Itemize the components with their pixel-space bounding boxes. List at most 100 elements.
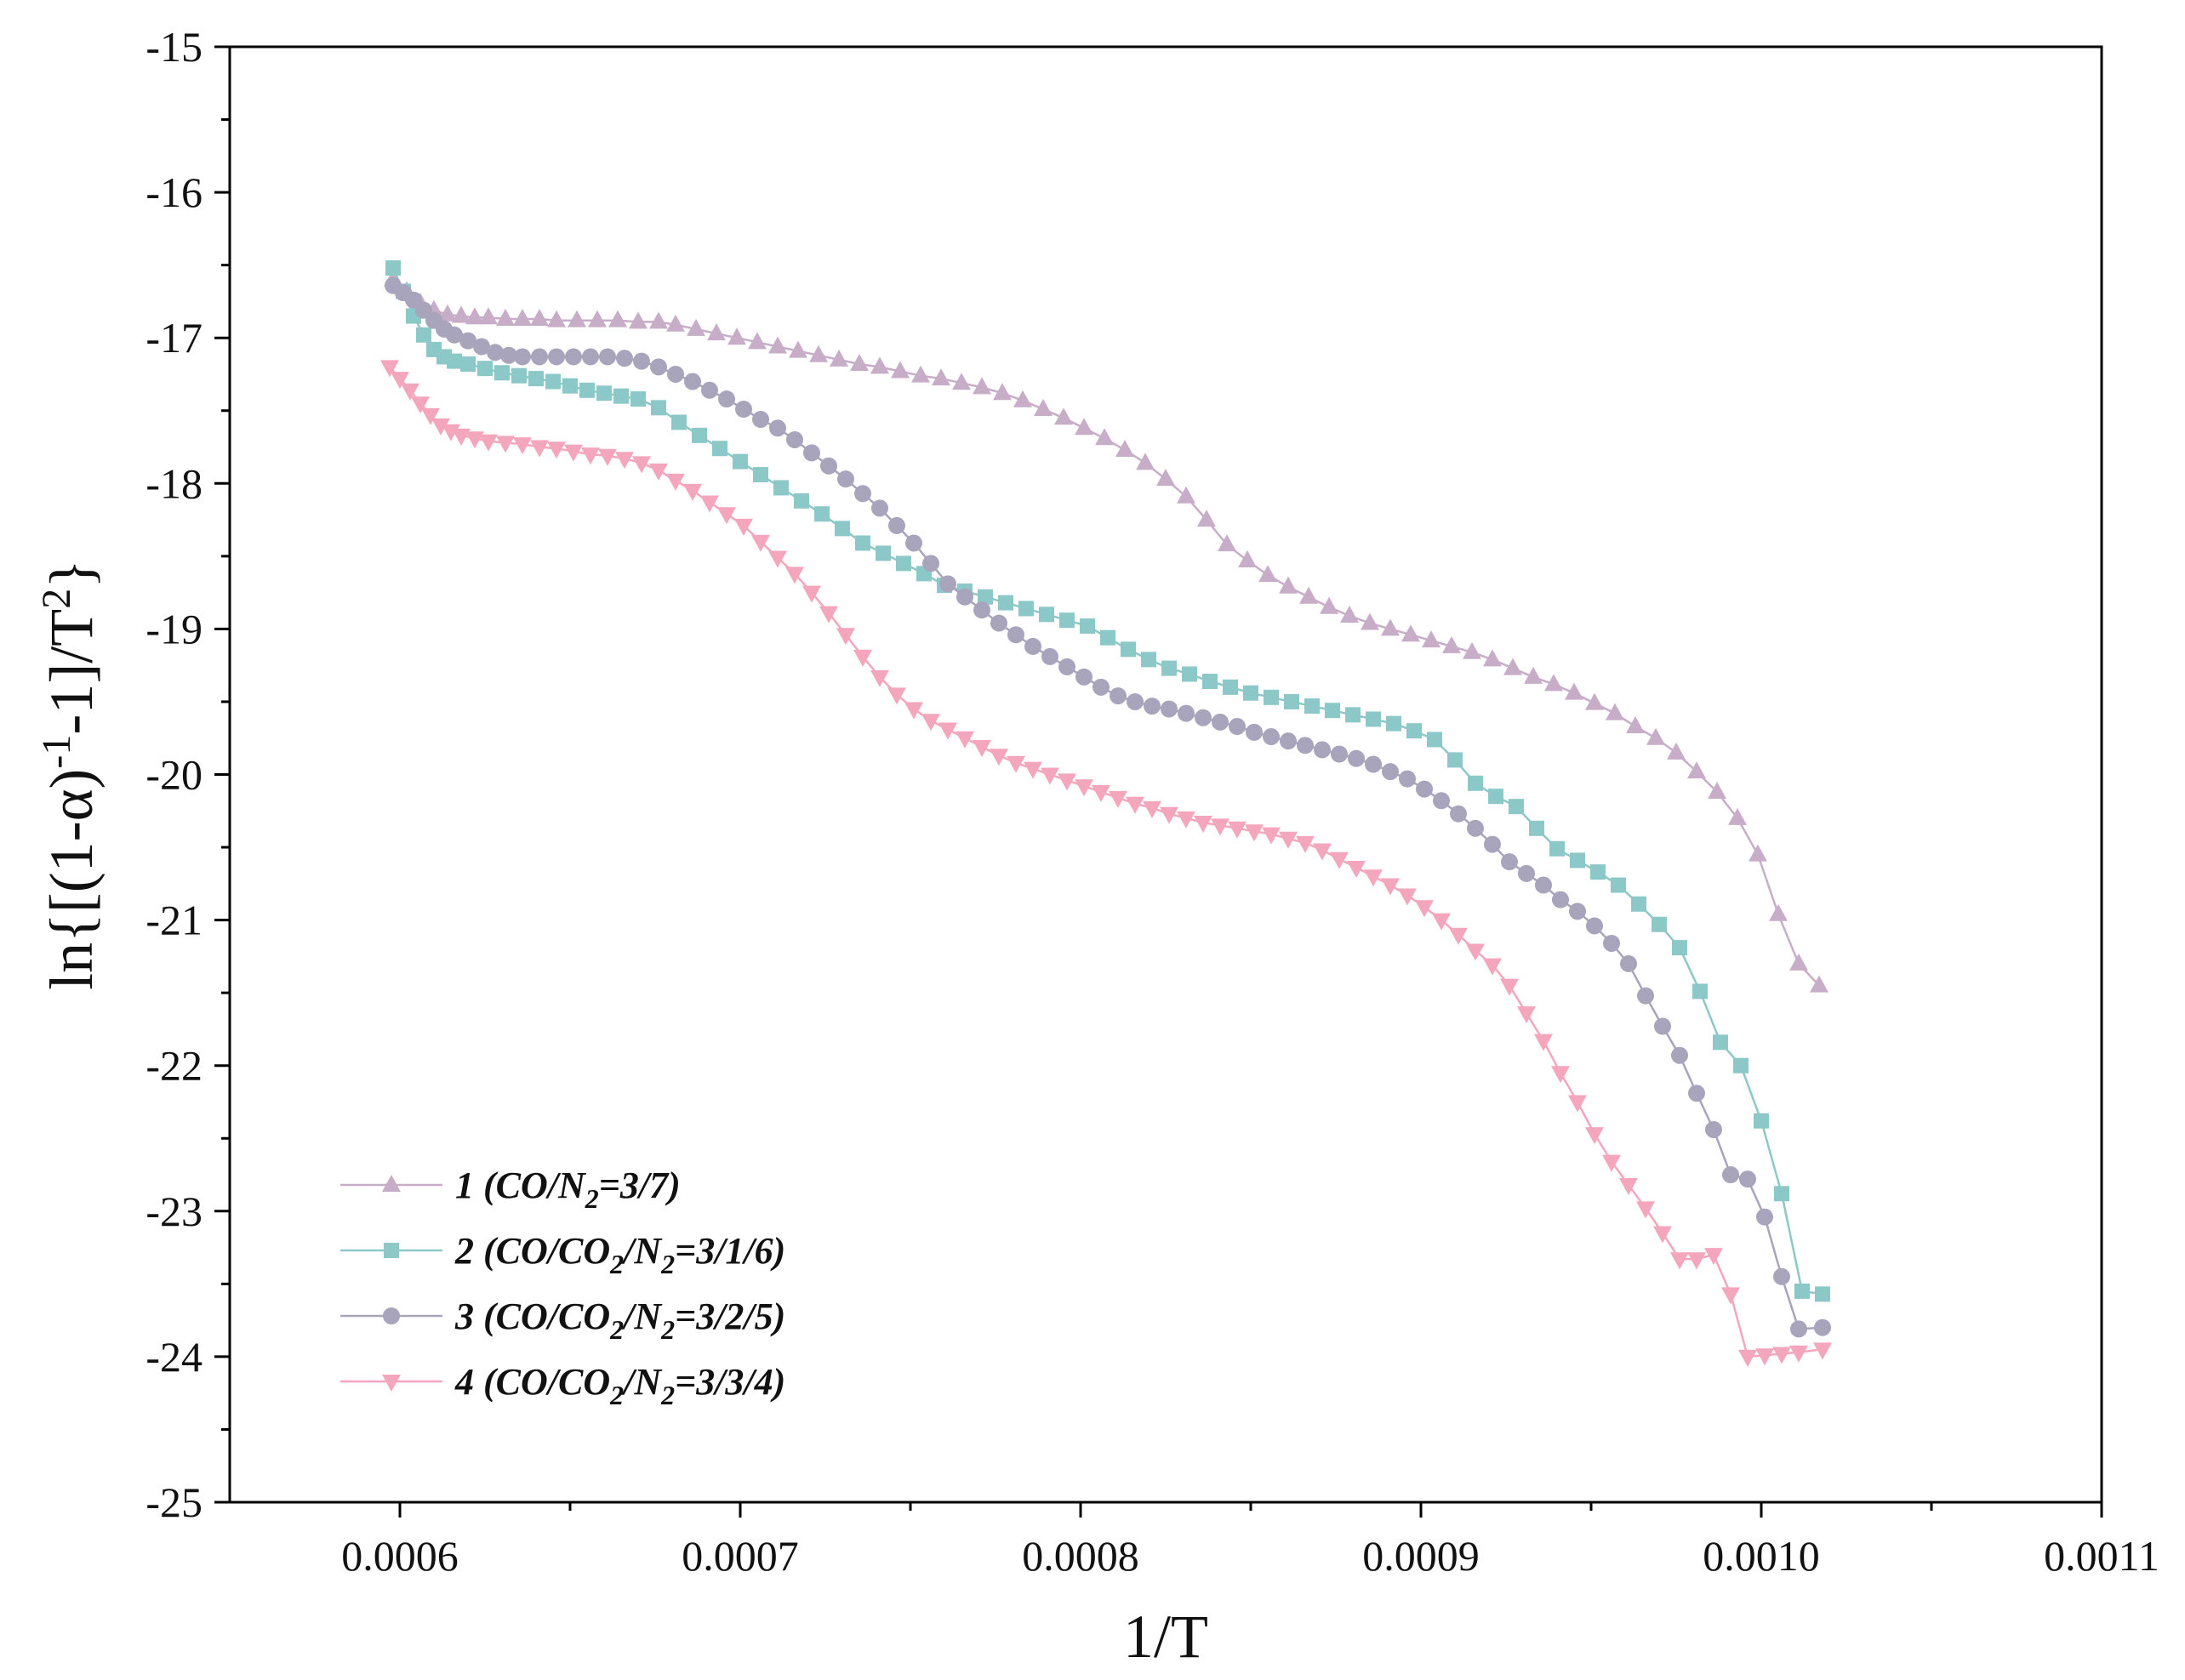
series-2-point: [477, 361, 493, 377]
series-1-point: [629, 311, 648, 329]
series-3-point: [633, 352, 650, 370]
series-2-point: [385, 260, 401, 276]
series-2-point: [1059, 612, 1075, 629]
legend-text-part: =3/3/4): [675, 1361, 785, 1403]
series-3-point: [922, 555, 939, 572]
series-2-point: [528, 371, 544, 387]
series-1-point: [748, 332, 767, 350]
series-3-point: [1178, 704, 1195, 722]
series-4-point: [1211, 818, 1229, 836]
series-3-point: [1552, 891, 1569, 908]
series-4-point: [530, 440, 549, 458]
series-4-point: [938, 722, 957, 740]
series-4-point: [547, 441, 566, 459]
series-1-point: [891, 361, 910, 379]
series-4-point: [1245, 824, 1264, 842]
series-4-point: [1483, 958, 1502, 976]
series-1-point: [568, 310, 586, 327]
series-4-point: [1551, 1066, 1570, 1084]
series-2-point: [1325, 703, 1340, 719]
legend-text-part: =3/1/6): [675, 1230, 785, 1272]
series-2-point: [1590, 864, 1606, 880]
series-4-point: [1313, 843, 1332, 861]
series-3-point: [1484, 835, 1501, 853]
series-4-point: [442, 424, 460, 441]
series-2-point: [1141, 652, 1156, 668]
series-3-point: [1365, 755, 1382, 773]
y-tick-label: -16: [145, 168, 203, 216]
series-1-point: [1667, 742, 1686, 760]
series-4-point: [1177, 811, 1195, 829]
series-3-point: [1058, 658, 1075, 675]
series-4-point: [1466, 943, 1485, 961]
series-4-point: [1687, 1252, 1706, 1270]
series-3-point: [1603, 934, 1620, 952]
series-2-point: [579, 382, 595, 398]
series-2-point: [814, 506, 830, 522]
series-2-point: [1652, 916, 1667, 932]
series-4-point: [1517, 1006, 1536, 1024]
legend-item-1: 1 (CO/N2=3/7): [340, 1165, 681, 1214]
series-4-point: [452, 428, 471, 446]
legend: 1 (CO/N2=3/7)2 (CO/CO2/N2=3/1/6)3 (CO/CO…: [340, 1165, 785, 1410]
series-4-point: [734, 518, 753, 536]
series-3-point: [1092, 678, 1110, 696]
y-axis-title-part: }: [37, 559, 106, 589]
series-1-point: [608, 310, 627, 327]
y-tick-label: -23: [145, 1187, 203, 1235]
series-4-point: [496, 436, 515, 453]
series-3-point: [1024, 637, 1041, 655]
series-3-point: [1814, 1318, 1831, 1336]
series-4-point: [1347, 861, 1366, 879]
series-2-point: [1243, 685, 1258, 701]
series-4-point: [1500, 978, 1519, 996]
series-3-point: [1314, 741, 1331, 759]
series-3-point: [1161, 700, 1178, 718]
series-2-point: [1182, 666, 1197, 682]
series-4-point: [1755, 1348, 1774, 1366]
series-2-point: [511, 367, 527, 384]
series-4-point: [1568, 1095, 1587, 1113]
series-2-point: [1386, 715, 1401, 732]
series-1-point: [1769, 903, 1788, 921]
series-1-point: [438, 304, 457, 322]
series-3-point: [1739, 1170, 1756, 1188]
series-3-point: [1705, 1120, 1722, 1138]
series-3-point: [1229, 718, 1246, 736]
series-1-point: [547, 310, 566, 327]
series-4-point: [1415, 900, 1434, 918]
series-4-point: [1041, 767, 1059, 785]
series-4-point: [1534, 1034, 1553, 1051]
y-axis-title: ln{[(1-α)-1-1]/T2}: [34, 559, 106, 990]
legend-subscript: 2: [660, 1314, 675, 1345]
series-3-point: [769, 419, 786, 437]
series-3-point: [514, 348, 531, 366]
series-3-point: [1518, 864, 1535, 882]
legend-subscript: 2: [609, 1380, 624, 1410]
series-2-point: [545, 373, 561, 390]
series-3-point: [500, 346, 517, 364]
series-1-point: [911, 365, 930, 383]
y-tick-label: -18: [145, 459, 203, 507]
series-1-point: [530, 308, 549, 326]
series-4-point: [479, 434, 498, 452]
series-4-point: [581, 447, 600, 465]
series-2-point: [562, 378, 578, 394]
series-4-point: [1670, 1252, 1689, 1270]
series-3-point: [1297, 737, 1314, 755]
legend-item-4: 4 (CO/CO2/N2=3/3/4): [340, 1361, 785, 1410]
series-4-point: [1432, 913, 1451, 931]
series-3-point: [1654, 1017, 1671, 1035]
series-4-point: [513, 437, 532, 455]
series-4-point: [1160, 806, 1178, 824]
series-4-point: [1126, 796, 1144, 814]
series-1-point: [1442, 635, 1461, 653]
series-2-point: [1549, 840, 1565, 857]
series-3-point: [1110, 687, 1127, 705]
series-2: [385, 260, 1830, 1302]
series-4-point: [1721, 1287, 1740, 1305]
series-4-point: [1279, 831, 1298, 849]
series-1-point: [1585, 692, 1604, 710]
series-4-point: [990, 749, 1008, 766]
legend-text-part: 3 (CO/CO: [454, 1296, 610, 1337]
